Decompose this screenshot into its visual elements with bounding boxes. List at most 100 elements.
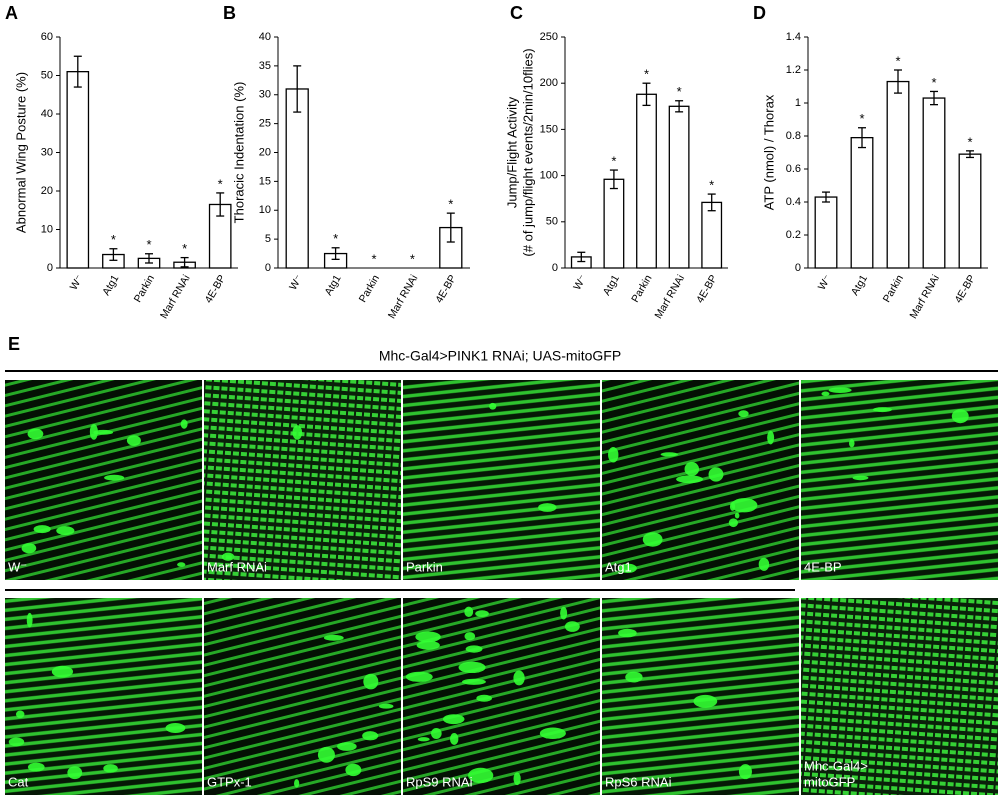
gfp-aggregate <box>872 407 892 413</box>
gfp-aggregate <box>292 425 303 440</box>
x-tick-label: Marf RNAi <box>653 273 688 321</box>
y-tick-label: 0.8 <box>786 130 801 142</box>
x-tick-label: W⁻ <box>68 272 86 292</box>
significance-marker: * <box>931 75 936 90</box>
micrograph <box>204 598 401 795</box>
gfp-aggregate <box>294 779 300 788</box>
image-label: Marf RNAi <box>207 559 267 574</box>
gfp-aggregate <box>758 557 770 571</box>
x-tick-label: 4E-BP <box>952 273 978 305</box>
x-tick-label: 4E-BP <box>694 273 720 305</box>
gfp-aggregate <box>15 710 25 719</box>
y-axis-label: ATP (nmol) / Thorax <box>761 94 776 210</box>
gfp-aggregate <box>560 606 568 620</box>
x-tick-label: W⁻ <box>571 272 589 292</box>
gfp-aggregate <box>731 498 758 513</box>
gfp-aggregate <box>625 671 643 683</box>
gfp-aggregate <box>458 661 486 674</box>
significance-marker: * <box>111 232 116 247</box>
gfp-aggregate <box>417 737 430 742</box>
y-tick-label: 40 <box>41 108 53 120</box>
y-axis-label: Abnormal Wing Posture (%) <box>13 72 28 233</box>
y-tick-label: 0 <box>47 262 53 274</box>
gfp-aggregate <box>415 631 441 643</box>
image-label: 4E-BP <box>804 559 842 574</box>
gfp-aggregate <box>848 439 855 448</box>
bar <box>814 196 838 269</box>
gfp-aggregate <box>221 552 235 561</box>
y-tick-label: 0 <box>265 262 271 274</box>
gfp-aggregate <box>951 409 969 424</box>
y-tick-label: 15 <box>259 175 271 187</box>
gfp-aggregate <box>8 737 25 747</box>
gfp-aggregate <box>738 764 752 780</box>
x-tick-label: Marf RNAi <box>158 273 193 321</box>
gfp-aggregate <box>821 391 830 397</box>
panel-label: D <box>753 3 766 23</box>
y-tick-label: 20 <box>259 146 271 158</box>
gfp-aggregate <box>165 722 186 733</box>
gfp-aggregate <box>126 435 141 446</box>
gfp-aggregate <box>513 670 525 686</box>
gfp-aggregate <box>27 428 44 440</box>
gfp-aggregate <box>431 727 442 739</box>
micrograph <box>801 598 998 795</box>
y-tick-label: 1.4 <box>786 31 801 43</box>
gfp-aggregate <box>177 562 186 567</box>
gfp-aggregate <box>51 665 74 678</box>
bar <box>66 71 90 269</box>
gfp-aggregate <box>103 764 118 773</box>
gfp-aggregate <box>26 612 33 628</box>
image-label: W⁻ <box>8 559 27 574</box>
significance-marker: * <box>677 84 682 99</box>
gfp-aggregate <box>738 410 749 418</box>
y-tick-label: 20 <box>41 185 53 197</box>
significance-marker: * <box>611 153 616 168</box>
y-tick-label: 0.6 <box>786 163 801 175</box>
image-label: mitoGFP <box>804 774 855 789</box>
x-tick-label: Atg1 <box>849 273 870 298</box>
gfp-aggregate <box>56 526 75 536</box>
gfp-aggregate <box>461 678 486 685</box>
y-tick-label: 25 <box>259 118 271 130</box>
significance-marker: * <box>448 197 453 212</box>
gfp-aggregate <box>539 727 566 739</box>
gfp-aggregate <box>345 763 362 777</box>
bar <box>668 105 690 269</box>
significance-marker: * <box>333 231 338 246</box>
image-label: Mhc-Gal4> <box>804 758 868 773</box>
bar <box>958 153 982 269</box>
y-axis-label: Thoracic Indentation (%) <box>231 82 246 224</box>
y-tick-label: 40 <box>259 31 271 43</box>
y-tick-label: 1 <box>795 97 801 109</box>
micrograph <box>5 380 202 580</box>
image-label: Cat <box>8 774 29 789</box>
gfp-aggregate <box>608 447 619 463</box>
panel-label: C <box>510 3 523 23</box>
significance-marker: * <box>709 178 714 193</box>
y-axis-label: Jump/Flight Activity <box>504 96 519 208</box>
significance-marker: * <box>146 237 151 252</box>
image-label: RpS6 RNAi <box>605 774 672 789</box>
panel-label: A <box>5 3 18 23</box>
micrograph <box>204 380 401 580</box>
significance-marker: * <box>895 53 900 68</box>
gfp-aggregate <box>464 632 476 641</box>
bar <box>886 80 910 269</box>
gfp-aggregate <box>27 762 45 772</box>
gfp-aggregate <box>104 474 125 481</box>
bar <box>603 178 625 269</box>
gfp-aggregate <box>538 503 557 512</box>
gfp-aggregate <box>684 462 700 477</box>
micrograph <box>403 380 600 580</box>
gfp-aggregate <box>378 703 394 709</box>
gfp-aggregate <box>67 766 83 780</box>
y-tick-label: 0.4 <box>786 196 801 208</box>
y-tick-label: 10 <box>259 204 271 216</box>
y-tick-label: 0 <box>795 262 801 274</box>
x-tick-label: Parkin <box>357 273 382 305</box>
gfp-aggregate <box>475 610 489 617</box>
y-tick-label: 50 <box>41 69 53 81</box>
gfp-aggregate <box>323 634 344 641</box>
